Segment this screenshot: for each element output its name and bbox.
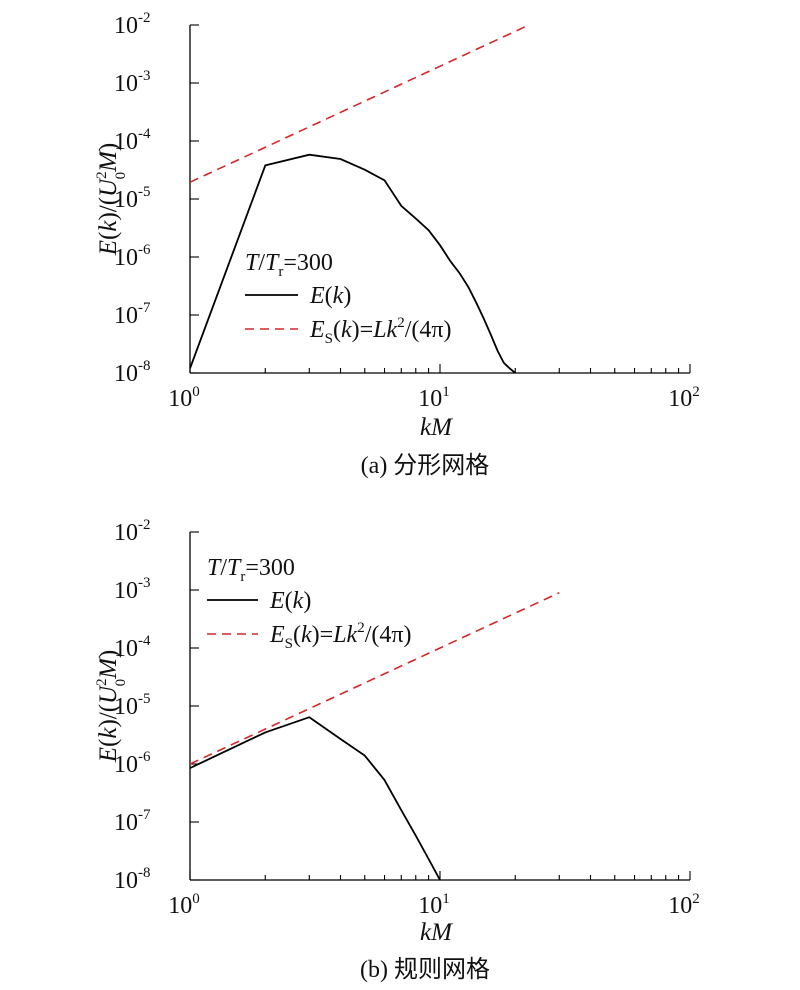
y-tick-label: 10-8 (114, 865, 151, 894)
y-tick-label: 10-5 (114, 184, 151, 213)
legend-title: T/Tr=300 (245, 250, 333, 280)
legend-label-ek: E(k) (269, 588, 311, 614)
y-tick-label: 10-3 (114, 68, 151, 97)
y-axis-title: E(k)/(U2 0M) (94, 143, 129, 257)
legend-label-es: ES(k)=Lk2/(4π) (269, 620, 411, 652)
x-tick-label: 101 (418, 891, 450, 919)
x-tick-label: 102 (668, 891, 700, 919)
x-tick-label: 101 (418, 384, 450, 412)
y-tick-label: 10-6 (114, 749, 151, 778)
y-tick-label: 10-8 (114, 358, 151, 387)
series-es-line (190, 25, 531, 183)
chart-panel-1: 100 101 102 10-8 10-7 10-6 10-5 10-4 10-3 10-2 E(k… (94, 10, 700, 479)
series-es-line (190, 591, 560, 765)
y-tick-label: 10-2 (114, 517, 151, 546)
chart-panel-2: 100 101 102 10-8 10-7 10-6 10-5 10-4 10-3 10-2 E(k… (94, 517, 700, 983)
y-tick-label: 10-4 (114, 126, 151, 155)
legend-label-ek: E(k) (309, 283, 351, 309)
panel-caption: (b) 规则网格 (360, 956, 490, 983)
panel-caption: (a) 分形网格 (361, 452, 490, 479)
x-tick-label: 100 (168, 891, 200, 919)
x-tick-label: 100 (168, 384, 200, 412)
y-tick-label: 10-6 (114, 242, 151, 271)
legend-label-es: ES(k)=Lk2/(4π) (309, 315, 451, 347)
y-tick-label: 10-4 (114, 633, 151, 662)
x-tick-label: 102 (668, 384, 700, 412)
y-tick-label: 10-5 (114, 691, 151, 720)
y-tick-label: 10-7 (114, 807, 151, 836)
x-axis-title: kM (420, 919, 453, 946)
y-tick-label: 10-2 (114, 10, 151, 39)
y-tick-label: 10-3 (114, 575, 151, 604)
x-axis-title: kM (420, 414, 453, 441)
y-axis-title: E(k)/(U2 0M) (94, 650, 129, 764)
legend-title: T/Tr=300 (207, 555, 295, 585)
series-ek-line (190, 716, 441, 880)
y-tick-label: 10-7 (114, 300, 151, 329)
series-ek-line (190, 153, 516, 373)
